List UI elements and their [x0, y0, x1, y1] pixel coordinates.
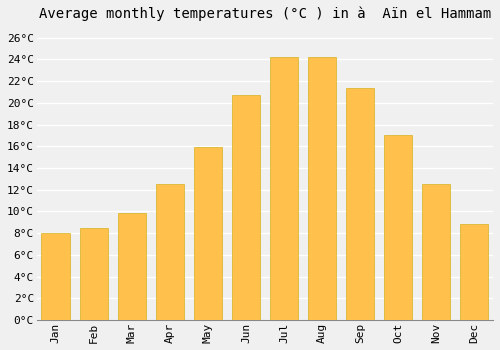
- Bar: [118, 212, 146, 320]
- Bar: [384, 135, 412, 320]
- Bar: [460, 224, 488, 320]
- Bar: [308, 57, 336, 320]
- Bar: [194, 147, 222, 320]
- Bar: [270, 57, 298, 320]
- Bar: [80, 228, 108, 320]
- Bar: [422, 184, 450, 320]
- Bar: [232, 95, 260, 320]
- Bar: [346, 88, 374, 320]
- Bar: [42, 233, 70, 320]
- Bar: [156, 184, 184, 320]
- Title: Average monthly temperatures (°C ) in à  Aïn el Hammam: Average monthly temperatures (°C ) in à …: [39, 7, 491, 21]
